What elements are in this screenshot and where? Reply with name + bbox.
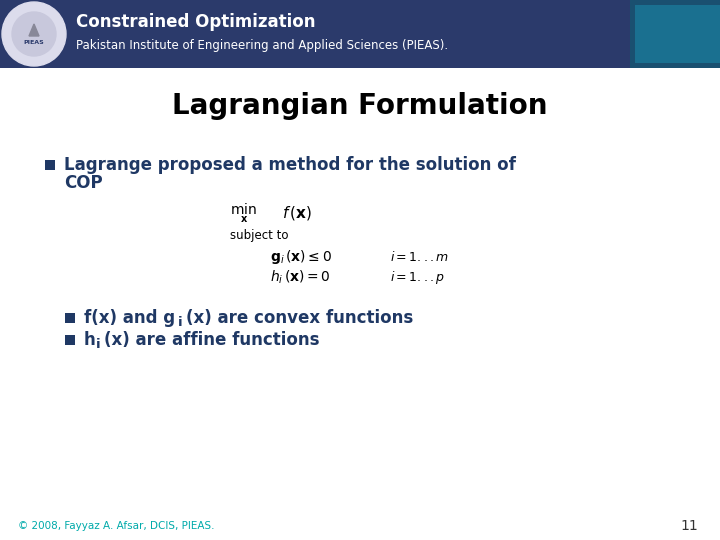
Bar — [630, 0, 720, 68]
Text: Lagrangian Formulation: Lagrangian Formulation — [172, 92, 548, 120]
Text: Pakistan Institute of Engineering and Applied Sciences (PIEAS).: Pakistan Institute of Engineering and Ap… — [76, 39, 448, 52]
Text: COP: COP — [64, 174, 103, 192]
Text: (x) are affine functions: (x) are affine functions — [104, 331, 320, 349]
Text: $i=1...p$: $i=1...p$ — [390, 268, 446, 286]
Polygon shape — [29, 24, 39, 36]
Text: f(x) and g: f(x) and g — [84, 309, 175, 327]
Text: i: i — [96, 338, 101, 350]
Text: 11: 11 — [680, 519, 698, 533]
Text: i: i — [178, 315, 183, 328]
Circle shape — [12, 12, 56, 56]
Text: $h_i\,(\mathbf{x})=0$: $h_i\,(\mathbf{x})=0$ — [270, 268, 330, 286]
Text: © 2008, Fayyaz A. Afsar, DCIS, PIEAS.: © 2008, Fayyaz A. Afsar, DCIS, PIEAS. — [18, 521, 215, 531]
Circle shape — [2, 2, 66, 66]
Text: $i=1...m$: $i=1...m$ — [390, 250, 449, 264]
Bar — [0, 0, 720, 68]
Text: $\mathbf{g}_i\,(\mathbf{x})\leq 0$: $\mathbf{g}_i\,(\mathbf{x})\leq 0$ — [270, 248, 332, 266]
Text: PIEAS: PIEAS — [24, 39, 45, 44]
Text: $f\,(\mathbf{x})$: $f\,(\mathbf{x})$ — [282, 204, 312, 222]
Text: h: h — [84, 331, 96, 349]
Text: (x) are convex functions: (x) are convex functions — [186, 309, 413, 327]
Bar — [635, 5, 720, 63]
Text: subject to: subject to — [230, 228, 289, 241]
Text: Constrained Optimization: Constrained Optimization — [76, 13, 315, 31]
Text: Lagrange proposed a method for the solution of: Lagrange proposed a method for the solut… — [64, 156, 516, 174]
Text: $\underset{\mathbf{x}}{\min}$: $\underset{\mathbf{x}}{\min}$ — [230, 201, 257, 225]
